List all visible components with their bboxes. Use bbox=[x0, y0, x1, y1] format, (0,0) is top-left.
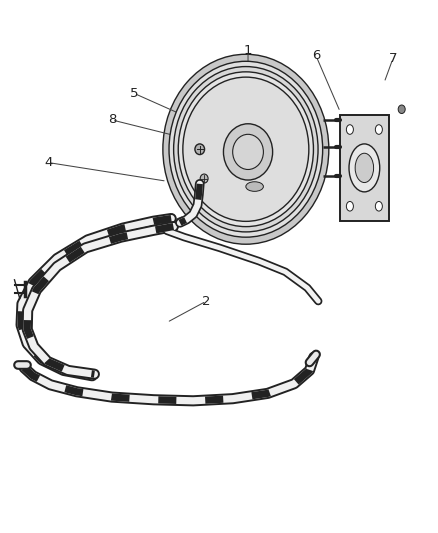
Polygon shape bbox=[339, 115, 388, 221]
Text: 1: 1 bbox=[243, 44, 252, 57]
Ellipse shape bbox=[354, 153, 373, 182]
Text: 4: 4 bbox=[44, 156, 53, 169]
Ellipse shape bbox=[346, 125, 353, 134]
Ellipse shape bbox=[374, 125, 381, 134]
Ellipse shape bbox=[173, 67, 318, 232]
Text: 2: 2 bbox=[201, 295, 210, 308]
Ellipse shape bbox=[200, 174, 208, 183]
Text: 3: 3 bbox=[140, 225, 149, 238]
Ellipse shape bbox=[162, 54, 328, 244]
Ellipse shape bbox=[245, 182, 263, 191]
Ellipse shape bbox=[397, 105, 404, 114]
Ellipse shape bbox=[194, 144, 204, 155]
Ellipse shape bbox=[348, 144, 379, 192]
Ellipse shape bbox=[178, 72, 313, 227]
Text: 5: 5 bbox=[129, 87, 138, 100]
Ellipse shape bbox=[232, 134, 263, 169]
Text: 7: 7 bbox=[388, 52, 396, 65]
Ellipse shape bbox=[169, 61, 322, 237]
Text: 8: 8 bbox=[107, 114, 116, 126]
Ellipse shape bbox=[374, 201, 381, 211]
Ellipse shape bbox=[223, 124, 272, 180]
Ellipse shape bbox=[346, 201, 353, 211]
Ellipse shape bbox=[183, 77, 308, 221]
Text: 6: 6 bbox=[311, 50, 320, 62]
